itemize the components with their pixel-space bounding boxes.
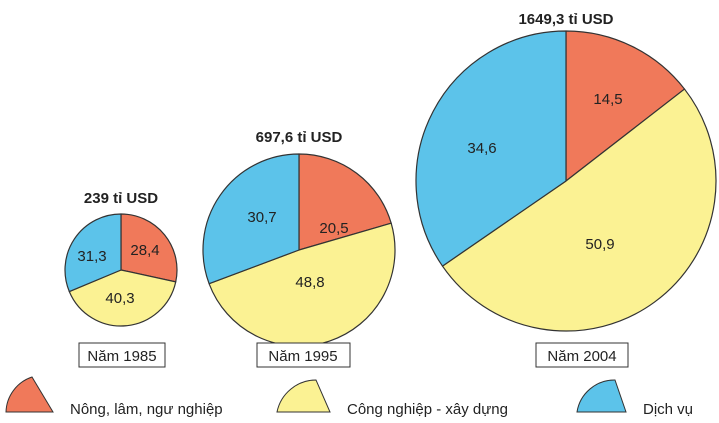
slice-label-1995-nong-lam-ngu: 20,5	[319, 220, 348, 237]
slice-label-1985-dich-vu: 31,3	[77, 248, 106, 265]
pie-total-2004: 1649,3 tỉ USD	[518, 11, 613, 28]
pie-slices-2004	[415, 30, 717, 332]
pie-slice-1995-cong-nghiep	[208, 222, 396, 347]
pie-1995: 697,6 tỉ USD 20,5 48,8 30,7 Năm 1995	[202, 129, 396, 368]
legend-swatch-dich-vu	[576, 379, 627, 413]
slice-label-1985-nong-lam-ngu: 28,4	[130, 242, 159, 259]
year-label-2004: Năm 2004	[547, 348, 616, 365]
pie-slice-2004-dich-vu	[415, 30, 567, 267]
year-box-1985	[78, 342, 166, 368]
year-label-1985: Năm 1985	[87, 348, 156, 365]
pie-slices-1995	[202, 153, 396, 347]
legend: Nông, lâm, ngư nghiệp Công nghiệp - xây …	[5, 376, 693, 418]
legend-label-cong-nghiep: Công nghiệp - xây dựng	[347, 401, 508, 418]
pie-slice-1985-dich-vu	[64, 213, 122, 293]
pie-labels-1985: 28,4 40,3 31,3	[77, 242, 159, 307]
pie-labels-2004: 14,5 50,9 34,6	[467, 91, 622, 253]
legend-swatch-nong-lam-ngu	[5, 376, 54, 413]
pie-slice-1985-nong-lam-ngu	[120, 213, 178, 283]
slice-label-2004-dich-vu: 34,6	[467, 140, 496, 157]
pie-total-1985: 239 tỉ USD	[84, 190, 158, 207]
legend-item-nong-lam-ngu: Nông, lâm, ngư nghiệp	[5, 376, 223, 418]
slice-label-1995-dich-vu: 30,7	[247, 209, 276, 226]
pie-labels-1995: 20,5 48,8 30,7	[247, 209, 348, 291]
legend-label-nong-lam-ngu: Nông, lâm, ngư nghiệp	[70, 401, 223, 418]
pie-slice-1985-cong-nghiep	[68, 269, 177, 327]
pie-slices-1985	[64, 213, 178, 327]
slice-label-2004-nong-lam-ngu: 14,5	[593, 91, 622, 108]
slice-label-1995-cong-nghiep: 48,8	[295, 274, 324, 291]
legend-item-dich-vu: Dịch vụ	[576, 379, 693, 418]
year-label-1995: Năm 1995	[268, 348, 337, 365]
pie-1985: 239 tỉ USD 28,4 40,3 31,3 Năm 1985	[64, 190, 178, 368]
legend-swatch-cong-nghiep	[276, 379, 331, 413]
slice-label-1985-cong-nghiep: 40,3	[105, 290, 134, 307]
legend-item-cong-nghiep: Công nghiệp - xây dựng	[276, 379, 508, 418]
pie-2004: 1649,3 tỉ USD 14,5 50,9 34,6 Năm 2004	[415, 11, 717, 368]
pie-slice-1995-dich-vu	[202, 153, 300, 285]
pie-slice-2004-nong-lam-ngu	[565, 30, 686, 182]
pie-slice-1995-nong-lam-ngu	[298, 153, 392, 251]
pie-total-1995: 697,6 tỉ USD	[256, 129, 343, 146]
slice-label-2004-cong-nghiep: 50,9	[585, 236, 614, 253]
pie-slice-2004-cong-nghiep	[441, 88, 717, 332]
year-box-1995	[256, 342, 351, 368]
legend-label-dich-vu: Dịch vụ	[643, 401, 693, 418]
year-box-2004	[535, 342, 629, 368]
